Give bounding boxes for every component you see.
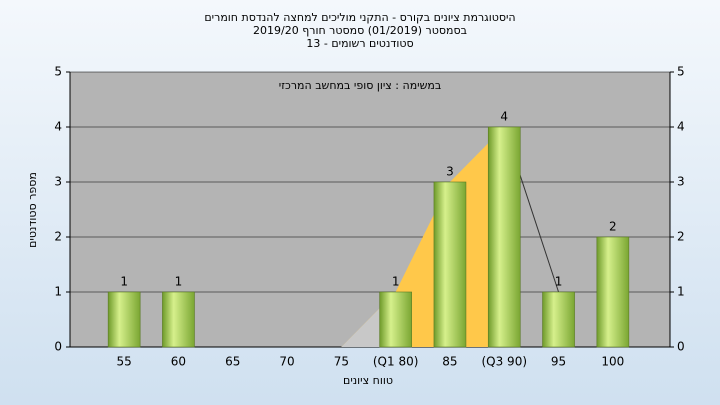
data-label: 1 <box>555 275 563 289</box>
bar <box>379 291 412 348</box>
y2-tick-label: 1 <box>677 285 685 299</box>
data-label: 1 <box>120 275 128 289</box>
data-label: 1 <box>175 275 183 289</box>
y2-tick-label: 3 <box>677 175 685 189</box>
y2-tick-label: 2 <box>677 230 685 244</box>
y2-tick-label: 5 <box>677 65 685 79</box>
y-tick-label: 2 <box>54 230 62 244</box>
y-axis-label: מספר סטודנטים <box>26 172 39 248</box>
y2-tick-label: 4 <box>677 120 685 134</box>
x-tick-label: 100 <box>601 355 624 369</box>
x-tick-label: 70 <box>279 355 294 369</box>
x-tick-label: 55 <box>117 355 132 369</box>
y-tick-label: 4 <box>54 120 62 134</box>
y2-tick-label: 0 <box>677 340 685 354</box>
plot-area <box>70 72 670 347</box>
x-tick-label: 85 <box>442 355 457 369</box>
chart-subtitle: סטודנטים רשומים - 13 <box>306 37 413 50</box>
annotation: במשימה : ציון סופי במחשב המרכזי <box>279 79 442 92</box>
bar <box>487 126 521 348</box>
data-label: 2 <box>609 220 617 234</box>
data-label: 3 <box>446 165 454 179</box>
bar <box>542 291 575 348</box>
x-axis-label: טווח ציונים <box>343 374 393 387</box>
y-tick-label: 3 <box>54 175 62 189</box>
x-tick-label: 65 <box>225 355 240 369</box>
data-label: 4 <box>500 110 508 124</box>
data-label: 1 <box>392 275 400 289</box>
x-tick-label: (Q1 80) <box>373 355 419 369</box>
chart-subtitle: בסמסטר (01/2019) סמסטר חורף 2019/20 <box>253 24 467 37</box>
bar <box>596 236 630 348</box>
y-tick-label: 5 <box>54 65 62 79</box>
x-tick-label: (Q3 90) <box>481 355 527 369</box>
bar <box>107 291 141 348</box>
y-tick-label: 0 <box>54 340 62 354</box>
x-tick-label: 60 <box>171 355 186 369</box>
chart-title: היסטוגרמת ציונים בקורס - התקני מוליכים ל… <box>204 11 515 24</box>
bar <box>433 181 467 348</box>
bar <box>162 291 195 348</box>
y-tick-label: 1 <box>54 285 62 299</box>
x-tick-label: 95 <box>551 355 566 369</box>
x-tick-label: 75 <box>334 355 349 369</box>
